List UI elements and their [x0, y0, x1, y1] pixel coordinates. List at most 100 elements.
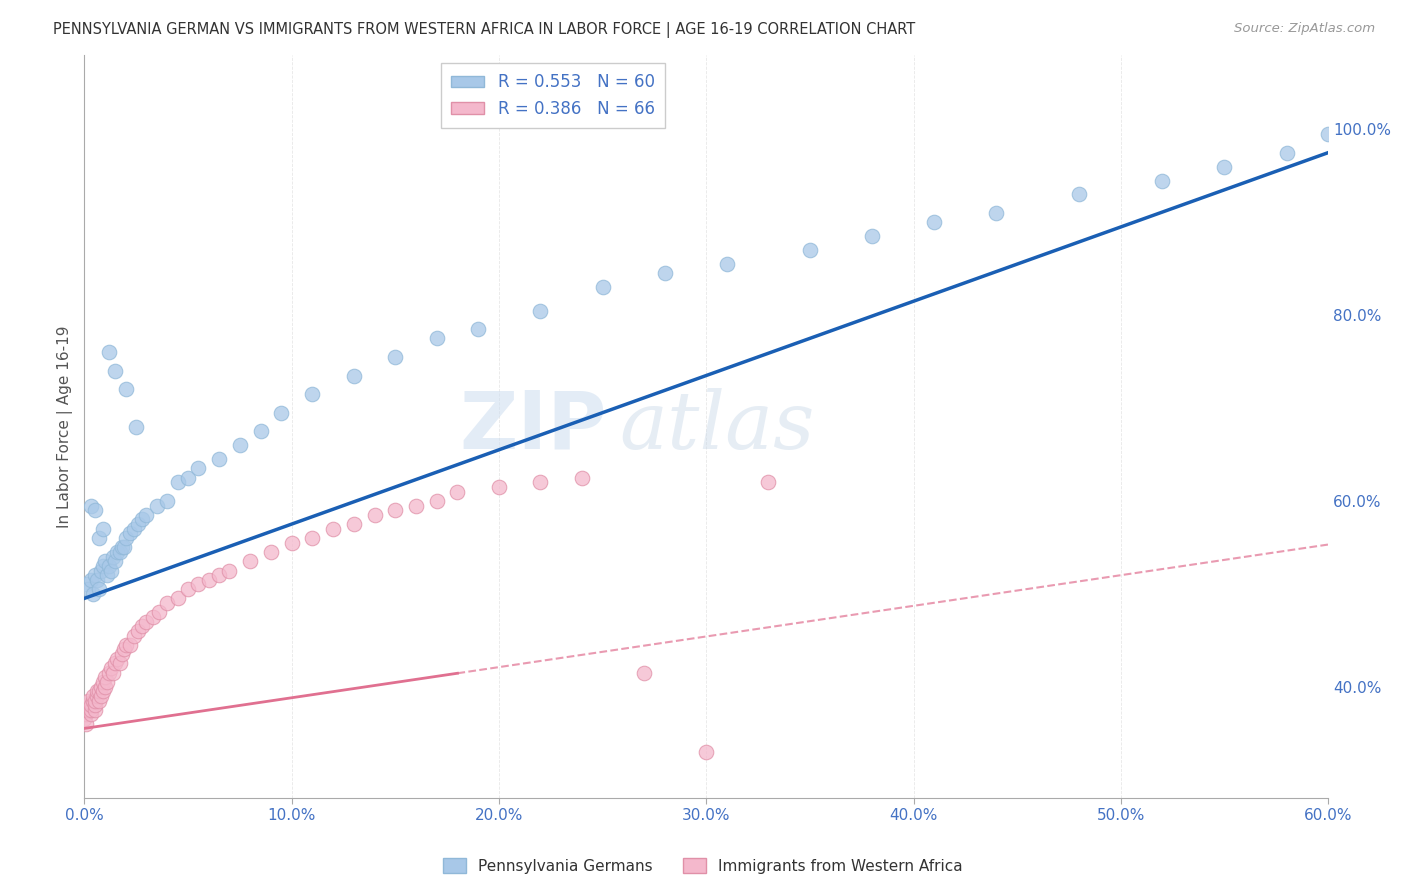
Point: [270, 406, 292, 420]
Point: [75, 577, 97, 591]
Point: [104, 554, 127, 568]
Point: [77, 703, 100, 717]
Point: [187, 461, 209, 475]
Point: [94, 680, 117, 694]
Point: [91, 675, 114, 690]
Point: [77, 698, 100, 713]
Point: [187, 577, 209, 591]
Point: [104, 657, 127, 671]
Point: [122, 628, 145, 642]
Point: [100, 564, 122, 578]
Point: [280, 535, 302, 549]
Point: [363, 508, 385, 522]
Point: [98, 665, 121, 680]
Point: [446, 484, 468, 499]
Point: [108, 545, 131, 559]
Point: [142, 610, 165, 624]
Point: [110, 541, 132, 555]
Point: [91, 558, 114, 573]
Point: [322, 522, 344, 536]
Point: [1317, 127, 1340, 141]
Point: [94, 554, 117, 568]
Point: [239, 554, 262, 568]
Point: [571, 471, 593, 485]
Point: [112, 642, 135, 657]
Point: [90, 689, 112, 703]
Point: [91, 522, 114, 536]
Point: [799, 243, 821, 257]
Point: [654, 266, 676, 280]
Point: [83, 503, 105, 517]
Point: [83, 703, 105, 717]
Point: [75, 703, 97, 717]
Point: [100, 661, 122, 675]
Point: [107, 545, 129, 559]
Point: [135, 508, 157, 522]
Point: [229, 438, 252, 452]
Point: [426, 494, 449, 508]
Point: [114, 638, 136, 652]
Point: [98, 558, 121, 573]
Text: atlas: atlas: [619, 388, 814, 466]
Point: [1213, 160, 1236, 174]
Point: [177, 471, 200, 485]
Point: [96, 675, 118, 690]
Point: [301, 531, 323, 545]
Point: [75, 716, 97, 731]
Point: [96, 568, 118, 582]
Legend: Pennsylvania Germans, Immigrants from Western Africa: Pennsylvania Germans, Immigrants from We…: [437, 852, 969, 880]
Point: [79, 707, 101, 722]
Point: [384, 503, 406, 517]
Text: ZIP: ZIP: [460, 388, 607, 466]
Point: [73, 712, 96, 726]
Point: [208, 568, 231, 582]
Point: [98, 345, 121, 359]
Point: [343, 517, 366, 532]
Point: [127, 517, 149, 532]
Point: [986, 206, 1008, 220]
Point: [860, 229, 883, 244]
Point: [131, 619, 153, 633]
Point: [94, 670, 117, 684]
Point: [384, 350, 406, 364]
Point: [82, 693, 104, 707]
Point: [467, 322, 489, 336]
Point: [633, 665, 655, 680]
Point: [87, 531, 110, 545]
Point: [112, 541, 135, 555]
Point: [83, 698, 105, 713]
Point: [197, 573, 219, 587]
Point: [82, 689, 104, 703]
Point: [405, 499, 427, 513]
Point: [86, 684, 108, 698]
Point: [156, 596, 179, 610]
Y-axis label: In Labor Force | Age 16-19: In Labor Force | Age 16-19: [58, 326, 73, 528]
Point: [77, 582, 100, 596]
Point: [177, 582, 200, 596]
Point: [166, 591, 188, 606]
Point: [75, 707, 97, 722]
Point: [922, 215, 945, 229]
Point: [114, 383, 136, 397]
Point: [249, 424, 271, 438]
Point: [758, 475, 780, 490]
Point: [90, 564, 112, 578]
Point: [86, 689, 108, 703]
Point: [529, 475, 551, 490]
Point: [87, 684, 110, 698]
Point: [103, 665, 125, 680]
Text: Source: ZipAtlas.com: Source: ZipAtlas.com: [1234, 22, 1375, 36]
Point: [82, 587, 104, 601]
Point: [108, 657, 131, 671]
Point: [695, 745, 717, 759]
Point: [77, 693, 100, 707]
Point: [83, 568, 105, 582]
Point: [156, 494, 179, 508]
Point: [148, 605, 170, 619]
Point: [91, 684, 114, 698]
Point: [87, 582, 110, 596]
Point: [114, 531, 136, 545]
Point: [122, 522, 145, 536]
Point: [87, 693, 110, 707]
Point: [103, 549, 125, 564]
